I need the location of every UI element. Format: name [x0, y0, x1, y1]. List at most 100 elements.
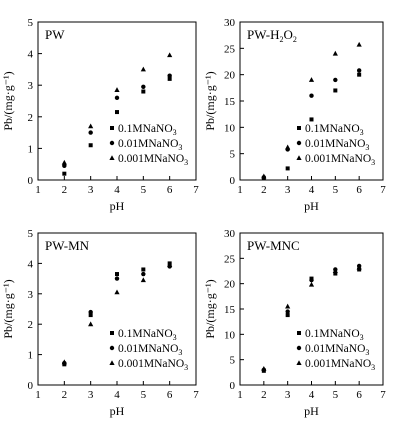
data-point-square — [141, 89, 146, 94]
x-tick-label: 6 — [167, 389, 173, 401]
x-tick-label: 6 — [167, 184, 173, 196]
legend-label: 0.001MNaNO3 — [118, 358, 188, 372]
y-tick-label: 0 — [28, 175, 34, 187]
legend-label: 0.001MNaNO3 — [118, 153, 188, 167]
data-point-square — [333, 271, 338, 276]
data-point-square — [167, 76, 172, 81]
x-tick-label: 4 — [309, 389, 315, 401]
y-tick-label: 5 — [230, 149, 236, 161]
data-point-square — [285, 313, 290, 318]
legend-label: 0.1MNaNO3 — [118, 328, 177, 342]
x-tick-label: 7 — [380, 389, 386, 401]
chart-panel-1: 1 2 3 4 5 6 7012345pHPb/(mg·g⁻¹)PW0.1MNaNO30.0… — [1, 17, 199, 213]
x-tick-label: 5 — [141, 389, 147, 401]
data-point-triangle — [308, 281, 315, 287]
data-point-circle — [333, 77, 338, 83]
y-tick-label: 10 — [224, 329, 236, 341]
legend-label: 0.01MNaNO3 — [305, 343, 369, 357]
data-point-square — [115, 110, 119, 115]
data-point-circle — [114, 276, 120, 281]
y-tick-label: 0 — [28, 380, 34, 392]
chart-panel-4: 1 2 3 4 5 6 7 0 5 10 15 20 25 30 pH Pb/(mg·g⁻¹) PW-MNC 0.… — [203, 228, 386, 418]
legend-label: 0.01MNaNO3 — [305, 138, 369, 152]
data-point-triangle — [88, 123, 94, 129]
y-axis-label: Pb/(mg·g⁻¹) — [203, 71, 217, 130]
x-tick-label: 6 — [356, 389, 362, 401]
panel-title: PW-MNC — [247, 238, 300, 253]
x-tick-label: 5 — [141, 184, 147, 196]
data-point-circle — [167, 73, 172, 78]
legend-label: 0.1MNaNO3 — [305, 328, 364, 342]
y-tick-label: 25 — [224, 253, 236, 265]
x-tick-label: 2 — [261, 184, 267, 196]
panel-title: PW-MN — [45, 238, 90, 253]
legend-marker-square — [297, 126, 301, 130]
data-point-square — [88, 313, 93, 318]
y-tick-label: 15 — [224, 96, 236, 108]
data-point-circle — [285, 309, 290, 314]
x-tick-label: 3 — [285, 389, 291, 401]
x-tick-label: 3 — [285, 184, 291, 196]
x-tick-label: 1 — [35, 184, 41, 196]
legend-label: 0.01MNaNO3 — [118, 343, 182, 357]
data-point-circle — [356, 68, 362, 73]
x-tick-label: 4 — [114, 184, 120, 196]
y-tick-label: 20 — [224, 70, 236, 82]
data-point-circle — [88, 309, 93, 315]
data-point-square — [115, 272, 119, 277]
data-point-square — [285, 166, 290, 171]
legend-label: 0.1MNaNO3 — [118, 123, 177, 137]
legend-marker-triangle — [296, 155, 302, 160]
x-tick-label: 2 — [261, 389, 267, 401]
legend-marker-triangle — [296, 360, 302, 365]
y-axis-label: Pb/(mg·g⁻¹) — [1, 71, 15, 130]
y-axis-label: Pb/(mg·g⁻¹) — [203, 279, 217, 338]
x-tick-label: 1 — [35, 389, 41, 401]
legend-marker-square — [110, 331, 114, 335]
x-tick-label: 3 — [88, 184, 94, 196]
data-point-circle — [88, 130, 93, 135]
data-point-square — [309, 117, 314, 122]
data-point-square — [88, 143, 93, 148]
legend-marker-square — [110, 126, 114, 130]
data-point-triangle — [88, 321, 94, 327]
chart-panel-2: 1 2 3 4 5 6 7 0 5 10 15 20 25 30 pH Pb/(mg·g⁻¹) PW-H2O2 0… — [203, 17, 386, 213]
data-point-circle — [114, 95, 120, 101]
data-point-square — [141, 267, 146, 272]
data-point-triangle — [332, 50, 338, 56]
legend-marker-circle — [296, 140, 302, 146]
legend-marker-triangle — [109, 360, 115, 365]
y-tick-label: 2 — [28, 112, 34, 124]
panel-title: PW — [45, 27, 65, 42]
data-point-triangle — [356, 41, 362, 47]
x-tick-label: 7 — [193, 389, 199, 401]
data-point-square — [357, 72, 362, 77]
data-point-triangle — [308, 77, 315, 82]
data-point-triangle — [61, 159, 67, 165]
y-tick-label: 0 — [230, 380, 236, 392]
y-axis-label: Pb/(mg·g⁻¹) — [1, 279, 15, 338]
legend-label: 0.001MNaNO3 — [305, 153, 375, 167]
legend-marker-circle — [296, 345, 302, 351]
y-tick-label: 0 — [230, 175, 236, 187]
data-point-triangle — [167, 262, 173, 267]
y-tick-label: 5 — [28, 17, 34, 29]
x-axis-label: pH — [110, 199, 125, 213]
x-tick-label: 3 — [88, 389, 94, 401]
data-point-square — [357, 267, 362, 272]
data-point-circle — [309, 93, 314, 98]
data-point-circle — [62, 163, 67, 168]
data-point-square — [62, 171, 67, 176]
data-point-triangle — [61, 359, 67, 365]
legend-marker-circle — [109, 345, 115, 351]
y-tick-label: 5 — [28, 228, 34, 240]
legend-marker-circle — [109, 140, 115, 146]
legend-marker-triangle — [109, 155, 115, 160]
x-tick-label: 7 — [380, 184, 386, 196]
y-tick-label: 2 — [28, 319, 34, 331]
legend-marker-square — [297, 331, 301, 335]
x-tick-label: 2 — [62, 389, 68, 401]
data-point-triangle — [167, 52, 173, 58]
y-tick-label: 4 — [28, 258, 34, 270]
